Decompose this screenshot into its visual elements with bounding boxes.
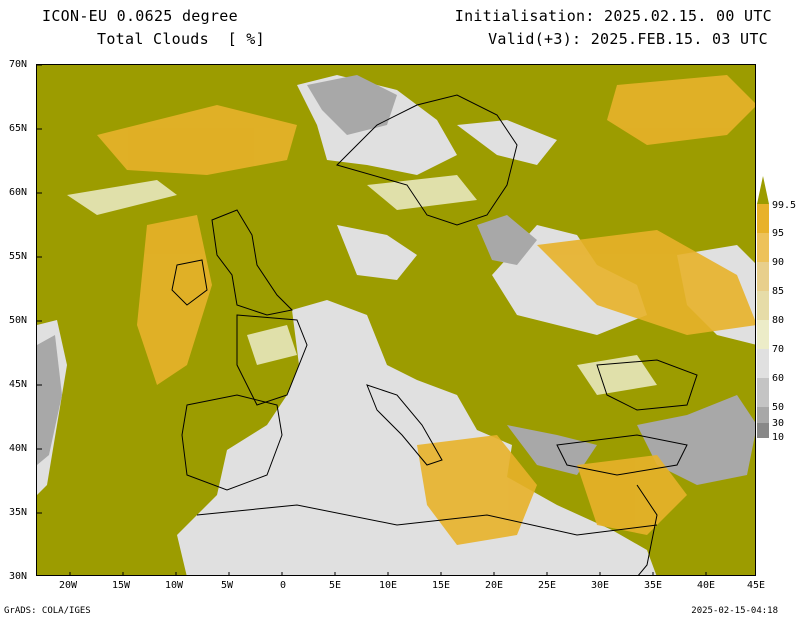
grey-norway-sea: [307, 75, 397, 135]
grey-cloud-areas: [37, 75, 755, 485]
coast-scandinavia: [336, 94, 518, 226]
valid-time-text: Valid(+3): 2025.FEB.15. 03 UTC: [488, 30, 768, 48]
coast-italy: [366, 384, 443, 466]
lon-label-10e: 10E: [379, 580, 398, 591]
lon-label-15e: 15E: [432, 580, 451, 591]
lat-label-50n: 50N: [9, 315, 28, 326]
lon-label-15w: 15W: [112, 580, 131, 591]
colorbar-label-95: 95: [772, 228, 785, 239]
footer-timestamp: 2025-02-15-04:18: [691, 606, 778, 616]
colorbar-segment-10: [757, 423, 769, 438]
coast-great-britain: [211, 209, 294, 316]
colorbar-label-10: 10: [772, 432, 785, 443]
lon-label-25e: 25E: [538, 580, 557, 591]
lon-label-40e: 40E: [697, 580, 716, 591]
colorbar-segment-30: [757, 407, 769, 423]
cloud-cover-map: [36, 64, 756, 576]
coast-levant: [636, 484, 658, 575]
variable-title: Total Clouds [ %]: [97, 30, 265, 48]
streak-2: [367, 175, 477, 210]
coast-france: [236, 314, 308, 406]
colorbar-segment-90: [757, 233, 769, 262]
lon-label-20w: 20W: [59, 580, 78, 591]
band-north-russia: [607, 75, 755, 145]
colorbar-label-99-5: 99.5: [772, 200, 797, 211]
lat-label-45n: 45N: [9, 379, 28, 390]
grey-poland: [477, 215, 537, 265]
lon-label-5w: 5W: [221, 580, 234, 591]
grey-black-sea-east: [637, 395, 755, 485]
coastlines: [171, 94, 698, 575]
lat-label-30n: 30N: [9, 571, 28, 582]
clear-scandinavia: [457, 120, 557, 165]
colorbar-label-30: 30: [772, 418, 785, 429]
band-north-atlantic: [97, 105, 297, 175]
lon-label-35e: 35E: [644, 580, 663, 591]
model-title: ICON-EU 0.0625 degree: [42, 7, 238, 25]
band-turkey: [577, 455, 687, 535]
colorbar-label-70: 70: [772, 344, 785, 355]
initialisation-text: Initialisation: 2025.02.15. 00 UTC: [454, 7, 772, 25]
clear-mediterranean-africa: [177, 300, 657, 575]
band-libya: [417, 435, 537, 545]
coast-turkey: [556, 434, 688, 476]
colorbar-label-90: 90: [772, 257, 785, 268]
lat-label-70n: 70N: [9, 59, 28, 70]
lat-label-55n: 55N: [9, 251, 28, 262]
colorbar-segment-95: [757, 204, 769, 233]
colorbar-segment-80: [757, 291, 769, 320]
colorbar-label-60: 60: [772, 373, 785, 384]
coast-iberia: [181, 394, 283, 491]
grey-atlantic-edge: [37, 335, 62, 465]
map-canvas: [37, 65, 755, 575]
lon-label-30e: 30E: [591, 580, 610, 591]
colorbar-label-80: 80: [772, 315, 785, 326]
coast-north-africa: [196, 504, 658, 536]
colorbar-segment-70: [757, 320, 769, 349]
band-eastern-europe: [537, 230, 755, 335]
lat-label-40n: 40N: [9, 443, 28, 454]
lon-label-20e: 20E: [485, 580, 504, 591]
coast-black-sea: [596, 359, 698, 411]
colorbar-segment-50: [757, 378, 769, 407]
streak-1: [67, 180, 177, 215]
colorbar-label-85: 85: [772, 286, 785, 297]
lon-label-0: 0: [280, 580, 287, 591]
streak-3: [247, 325, 297, 365]
colorbar-top-triangle: [757, 176, 769, 204]
grey-greece: [507, 425, 597, 475]
lon-label-5e: 5E: [329, 580, 342, 591]
colorbar-label-50: 50: [772, 402, 785, 413]
mid-cloud-bands: [97, 75, 755, 545]
footer-software: GrADS: COLA/IGES: [4, 606, 91, 616]
coast-ireland: [171, 259, 208, 306]
lat-label-35n: 35N: [9, 507, 28, 518]
colorbar-segment-85: [757, 262, 769, 291]
lon-label-45e: 45E: [747, 580, 766, 591]
clear-germany: [337, 225, 417, 280]
colorbar-segment-60: [757, 349, 769, 378]
band-ireland-west: [137, 215, 212, 385]
lon-label-10w: 10W: [165, 580, 184, 591]
axis-ticks: [37, 65, 707, 575]
lat-label-60n: 60N: [9, 187, 28, 198]
colorbar: [757, 176, 769, 438]
lat-label-65n: 65N: [9, 123, 28, 134]
